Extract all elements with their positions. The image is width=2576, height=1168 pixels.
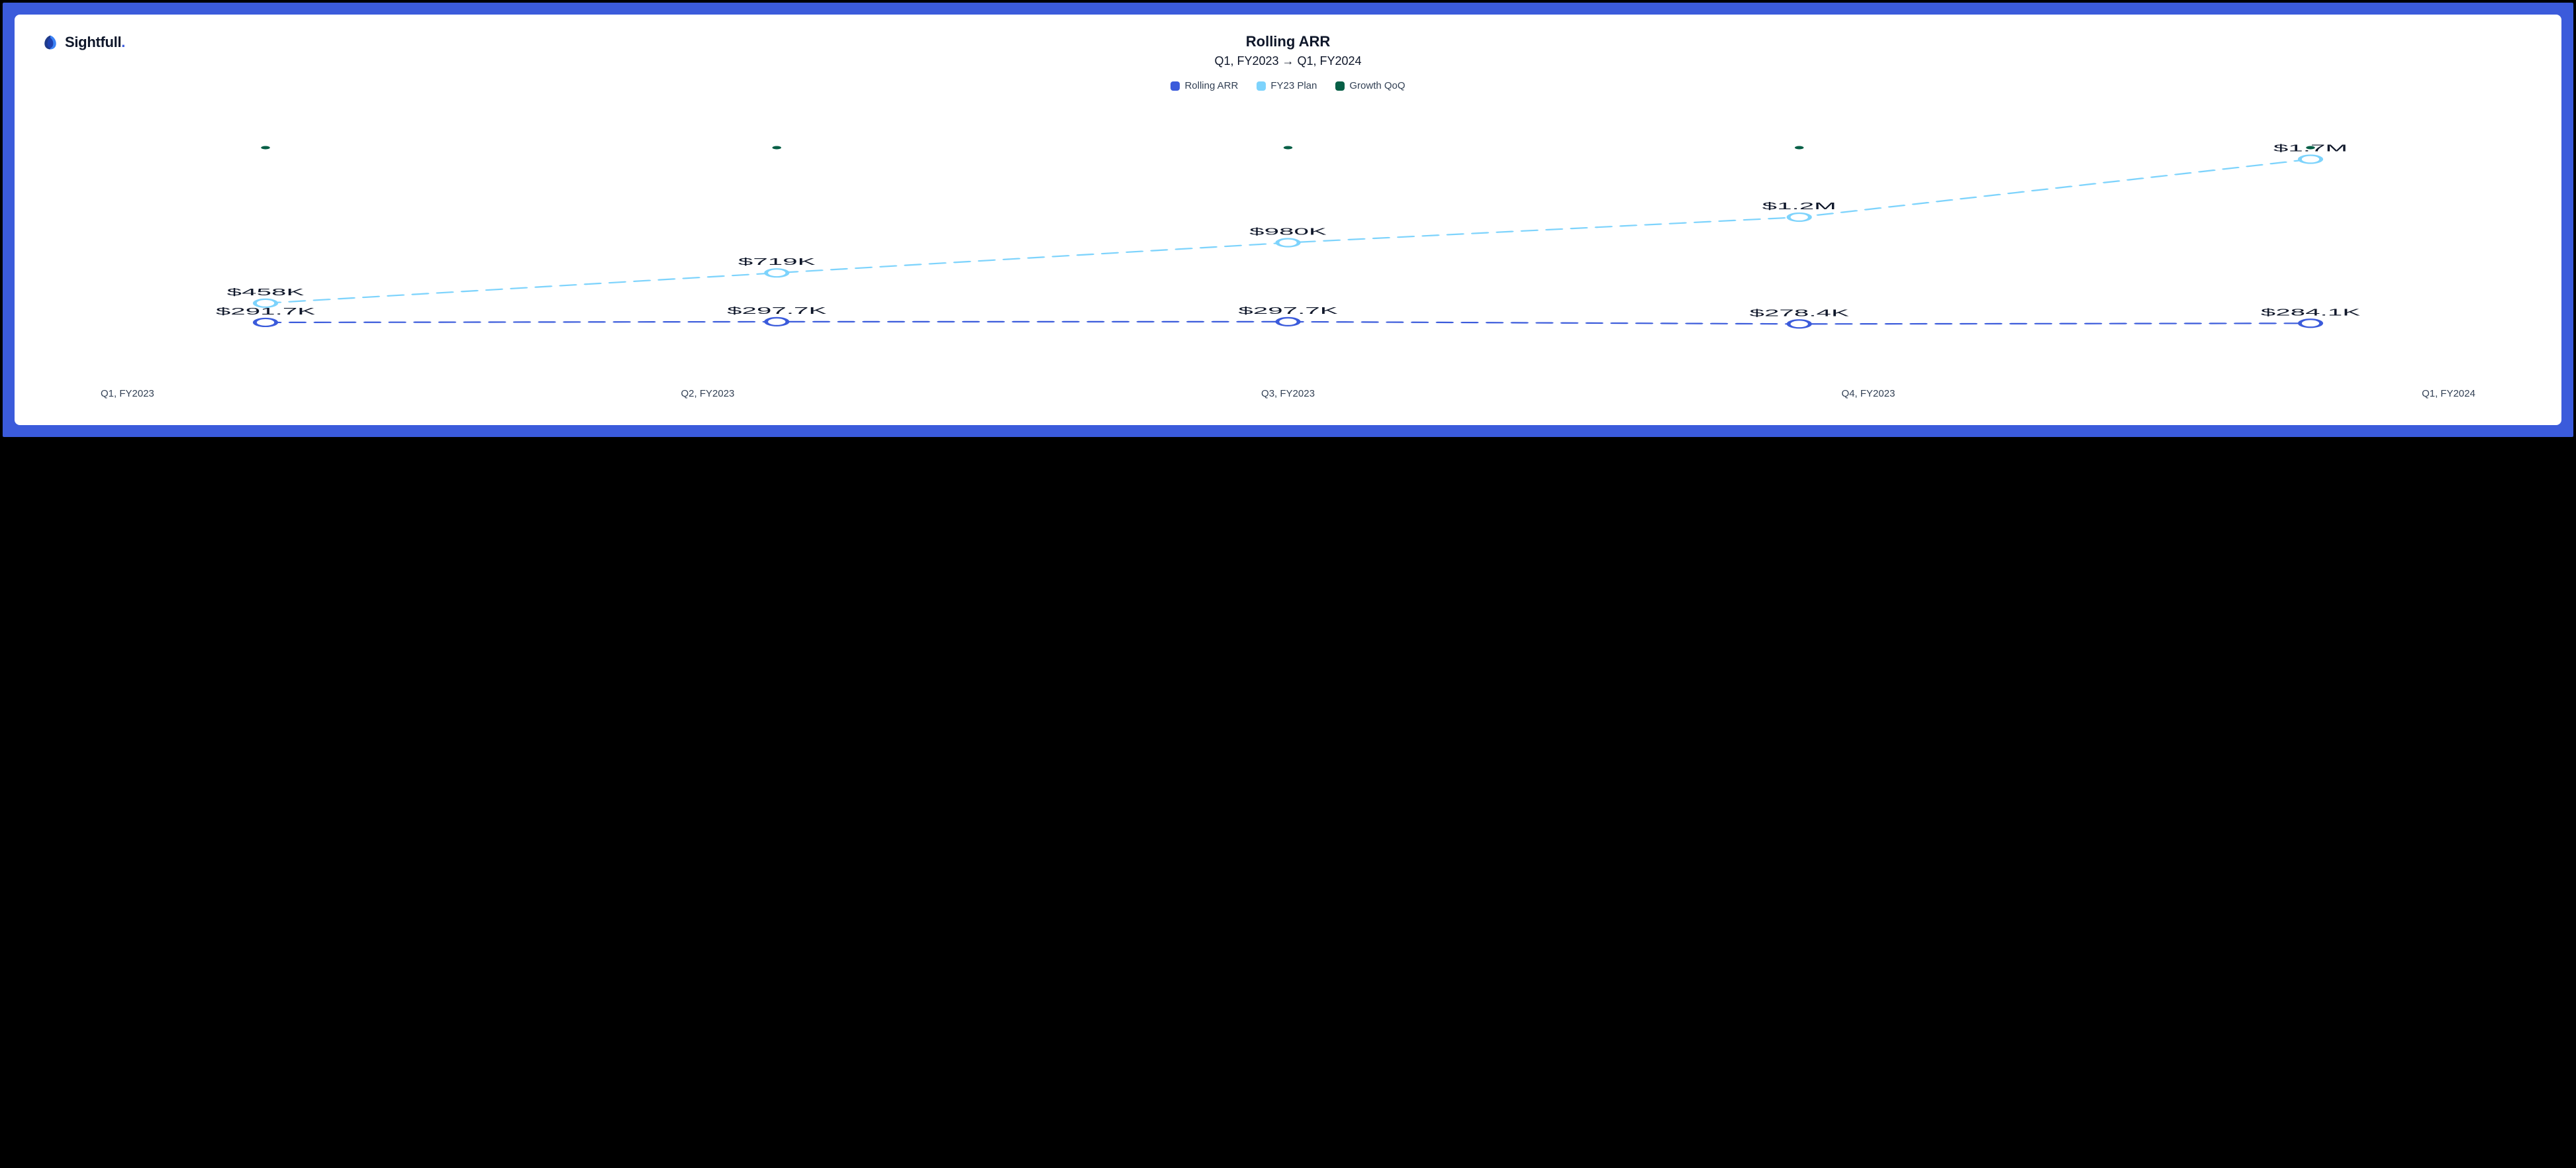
data-marker[interactable]	[1789, 213, 1810, 221]
legend-label: FY23 Plan	[1270, 80, 1317, 91]
data-marker[interactable]	[1277, 239, 1298, 247]
data-label: $297.7K	[1238, 305, 1337, 316]
data-marker[interactable]	[255, 299, 276, 307]
x-axis-label: Q4, FY2023	[1842, 388, 1895, 399]
legend-item[interactable]: FY23 Plan	[1257, 80, 1317, 91]
legend-swatch	[1257, 81, 1266, 91]
chart-subtitle: Q1, FY2023 → Q1, FY2024	[41, 54, 2535, 68]
data-label: $719K	[738, 256, 816, 268]
data-marker[interactable]	[766, 269, 787, 277]
data-label: $284.1K	[2261, 307, 2360, 318]
legend-item[interactable]: Rolling ARR	[1170, 80, 1238, 91]
outer-frame: Sightfull. Rolling ARR Q1, FY2023 → Q1, …	[3, 3, 2573, 437]
legend-label: Rolling ARR	[1184, 80, 1238, 91]
brand-name: Sightfull.	[65, 34, 125, 51]
sightfull-logo-icon	[41, 33, 60, 52]
x-axis-label: Q3, FY2023	[1261, 388, 1315, 399]
data-marker[interactable]	[261, 146, 269, 150]
chart-legend: Rolling ARR FY23 Plan Growth QoQ	[41, 80, 2535, 91]
chart-svg: $291.7K$297.7K$297.7K$278.4K$284.1K$458K…	[41, 111, 2535, 376]
data-marker[interactable]	[1795, 146, 1803, 150]
data-marker[interactable]	[2300, 156, 2321, 164]
legend-swatch	[1170, 81, 1180, 91]
data-marker[interactable]	[1284, 146, 1292, 150]
data-marker[interactable]	[2300, 319, 2321, 327]
chart-plot-area: $291.7K$297.7K$297.7K$278.4K$284.1K$458K…	[41, 111, 2535, 376]
brand-logo: Sightfull.	[41, 33, 125, 52]
data-label: $278.4K	[1750, 307, 1849, 318]
legend-label: Growth QoQ	[1349, 80, 1405, 91]
chart-header: Rolling ARR Q1, FY2023 → Q1, FY2024	[41, 33, 2535, 68]
data-label: $458K	[227, 287, 305, 298]
legend-item[interactable]: Growth QoQ	[1335, 80, 1405, 91]
data-marker[interactable]	[1789, 320, 1810, 328]
data-marker[interactable]	[255, 318, 276, 326]
data-label: $980K	[1249, 226, 1327, 237]
x-axis-label: Q1, FY2023	[101, 388, 154, 399]
data-marker[interactable]	[766, 318, 787, 326]
chart-title: Rolling ARR	[41, 33, 2535, 50]
data-marker[interactable]	[1277, 318, 1298, 326]
x-axis: Q1, FY2023 Q2, FY2023 Q3, FY2023 Q4, FY2023…	[41, 388, 2535, 399]
data-label: $1.2M	[1762, 201, 1837, 212]
data-marker[interactable]	[2306, 146, 2314, 150]
chart-card: Sightfull. Rolling ARR Q1, FY2023 → Q1, …	[15, 15, 2561, 425]
x-axis-label: Q2, FY2023	[681, 388, 735, 399]
data-marker[interactable]	[773, 146, 781, 150]
legend-swatch	[1335, 81, 1345, 91]
data-label: $297.7K	[727, 305, 826, 316]
x-axis-label: Q1, FY2024	[2422, 388, 2475, 399]
